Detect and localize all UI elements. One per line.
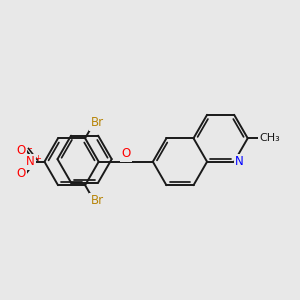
Text: O: O xyxy=(16,144,26,157)
Text: -: - xyxy=(28,143,32,153)
Text: N: N xyxy=(26,155,34,168)
Text: Br: Br xyxy=(91,194,104,207)
Text: O: O xyxy=(16,167,26,180)
Text: +: + xyxy=(34,154,40,163)
Text: O: O xyxy=(121,147,130,160)
Text: Br: Br xyxy=(91,116,104,129)
Text: CH₃: CH₃ xyxy=(259,133,280,143)
Text: N: N xyxy=(235,155,244,168)
